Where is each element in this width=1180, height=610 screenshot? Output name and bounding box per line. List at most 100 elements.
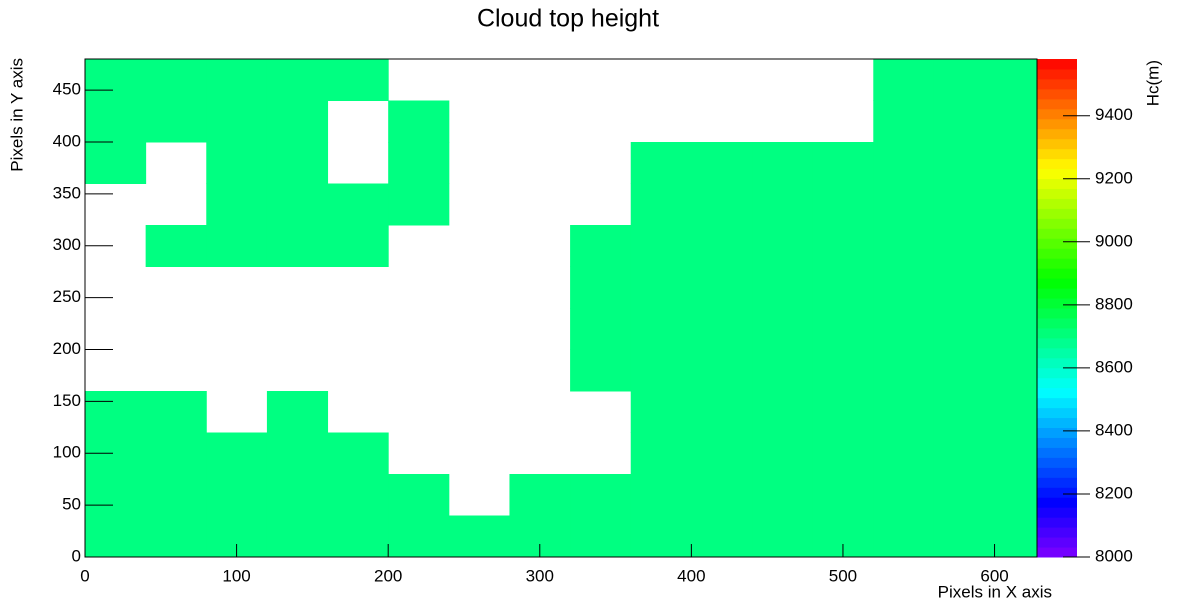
heatmap-cell <box>206 474 267 516</box>
y-tick-label: 200 <box>53 339 81 358</box>
color-bar-band <box>1037 537 1077 547</box>
color-bar-band <box>1037 208 1077 218</box>
heatmap-cell <box>752 516 813 558</box>
heatmap-cell <box>631 350 692 392</box>
heatmap-cell <box>934 142 995 184</box>
heatmap-cell <box>934 101 995 143</box>
heatmap-cell <box>267 433 328 475</box>
heatmap-cell <box>85 142 146 184</box>
heatmap-cell <box>570 474 631 516</box>
heatmap-cell <box>813 350 874 392</box>
color-bar-band <box>1037 139 1077 149</box>
heatmap-cell <box>934 516 995 558</box>
heatmap-cell <box>206 225 267 267</box>
color-bar-band <box>1037 457 1077 467</box>
z-tick-label: 9400 <box>1095 105 1133 124</box>
heatmap-cell <box>206 59 267 101</box>
x-tick-label: 600 <box>980 566 1008 585</box>
heatmap-cell <box>146 59 207 101</box>
color-bar-band <box>1037 198 1077 208</box>
heatmap-cell <box>206 184 267 226</box>
heatmap-cell <box>691 474 752 516</box>
heatmap-cell <box>85 516 146 558</box>
heatmap-cell <box>813 267 874 309</box>
heatmap-cell <box>873 350 934 392</box>
z-axis-label: Hc(m) <box>1143 60 1162 106</box>
heatmap-cell <box>752 474 813 516</box>
y-tick-label: 350 <box>53 183 81 202</box>
x-tick-label: 500 <box>829 566 857 585</box>
color-bar-band <box>1037 298 1077 308</box>
color-bar-band <box>1037 338 1077 348</box>
heatmap-cell <box>631 225 692 267</box>
heatmap-cell <box>691 267 752 309</box>
y-tick-label: 250 <box>53 287 81 306</box>
color-bar-band <box>1037 119 1077 129</box>
heatmap-cell <box>873 308 934 350</box>
heatmap-cell <box>691 391 752 433</box>
heatmap-cell <box>388 101 449 143</box>
y-tick-label: 400 <box>53 131 81 150</box>
heatmap-cell <box>934 433 995 475</box>
y-axis-label: Pixels in Y axis <box>7 58 26 172</box>
heatmap-cell <box>691 225 752 267</box>
color-bar-band <box>1037 418 1077 428</box>
heatmap-cell <box>146 391 207 433</box>
heatmap-cell <box>206 101 267 143</box>
heatmap-cell <box>388 516 449 558</box>
color-bar-band <box>1037 228 1077 238</box>
heatmap-cell <box>691 142 752 184</box>
color-bar-band <box>1037 288 1077 298</box>
color-bar-band <box>1037 179 1077 189</box>
page: {"chart_data": { "type": "heatmap", "tit… <box>0 0 1180 610</box>
heatmap-cell <box>873 474 934 516</box>
heatmap-cell <box>570 267 631 309</box>
heatmap-cell <box>995 101 1038 143</box>
heatmap-cell <box>752 433 813 475</box>
chart: Cloud top height Pixels in X axis Pixels… <box>0 0 1180 610</box>
heatmap-cell <box>267 516 328 558</box>
heatmap-cell <box>267 142 328 184</box>
heatmap-cell <box>85 101 146 143</box>
heatmap-cell <box>995 391 1038 433</box>
heatmap-cell <box>752 391 813 433</box>
color-bar-band <box>1037 59 1077 69</box>
heatmap-cell <box>995 474 1038 516</box>
color-bar-band <box>1037 368 1077 378</box>
heatmap-cell <box>85 474 146 516</box>
color-bar-band <box>1037 79 1077 89</box>
heatmap-cell <box>873 142 934 184</box>
heatmap-cell <box>995 350 1038 392</box>
heatmap-cell <box>206 142 267 184</box>
heatmap-cell <box>85 391 146 433</box>
heatmap-cell <box>267 184 328 226</box>
color-bar-band <box>1037 388 1077 398</box>
heatmap-cell <box>631 142 692 184</box>
color-bar-band <box>1037 477 1077 487</box>
heatmap-cell <box>691 184 752 226</box>
heatmap-cell <box>146 433 207 475</box>
heatmap-cell <box>995 59 1038 101</box>
z-tick-label: 8600 <box>1095 357 1133 376</box>
z-tick-label: 9200 <box>1095 168 1133 187</box>
heatmap-cell <box>267 101 328 143</box>
heatmap-cell <box>267 225 328 267</box>
heatmap-cell <box>206 433 267 475</box>
color-bar-band <box>1037 318 1077 328</box>
heatmap-cell <box>934 184 995 226</box>
heatmap-cell <box>631 433 692 475</box>
heatmap-cell <box>267 474 328 516</box>
color-bar-band <box>1037 129 1077 139</box>
color-bar-band <box>1037 149 1077 159</box>
color-bar-band <box>1037 408 1077 418</box>
z-tick-label: 8200 <box>1095 483 1133 502</box>
heatmap-cell <box>995 225 1038 267</box>
y-tick-label: 100 <box>53 443 81 462</box>
heatmap-cell <box>873 225 934 267</box>
heatmap-cell <box>995 433 1038 475</box>
z-tick-label: 8000 <box>1095 546 1133 565</box>
color-bar-band <box>1037 517 1077 527</box>
color-bar-band <box>1037 159 1077 169</box>
x-tick-label: 400 <box>677 566 705 585</box>
heatmap-cell <box>328 433 389 475</box>
